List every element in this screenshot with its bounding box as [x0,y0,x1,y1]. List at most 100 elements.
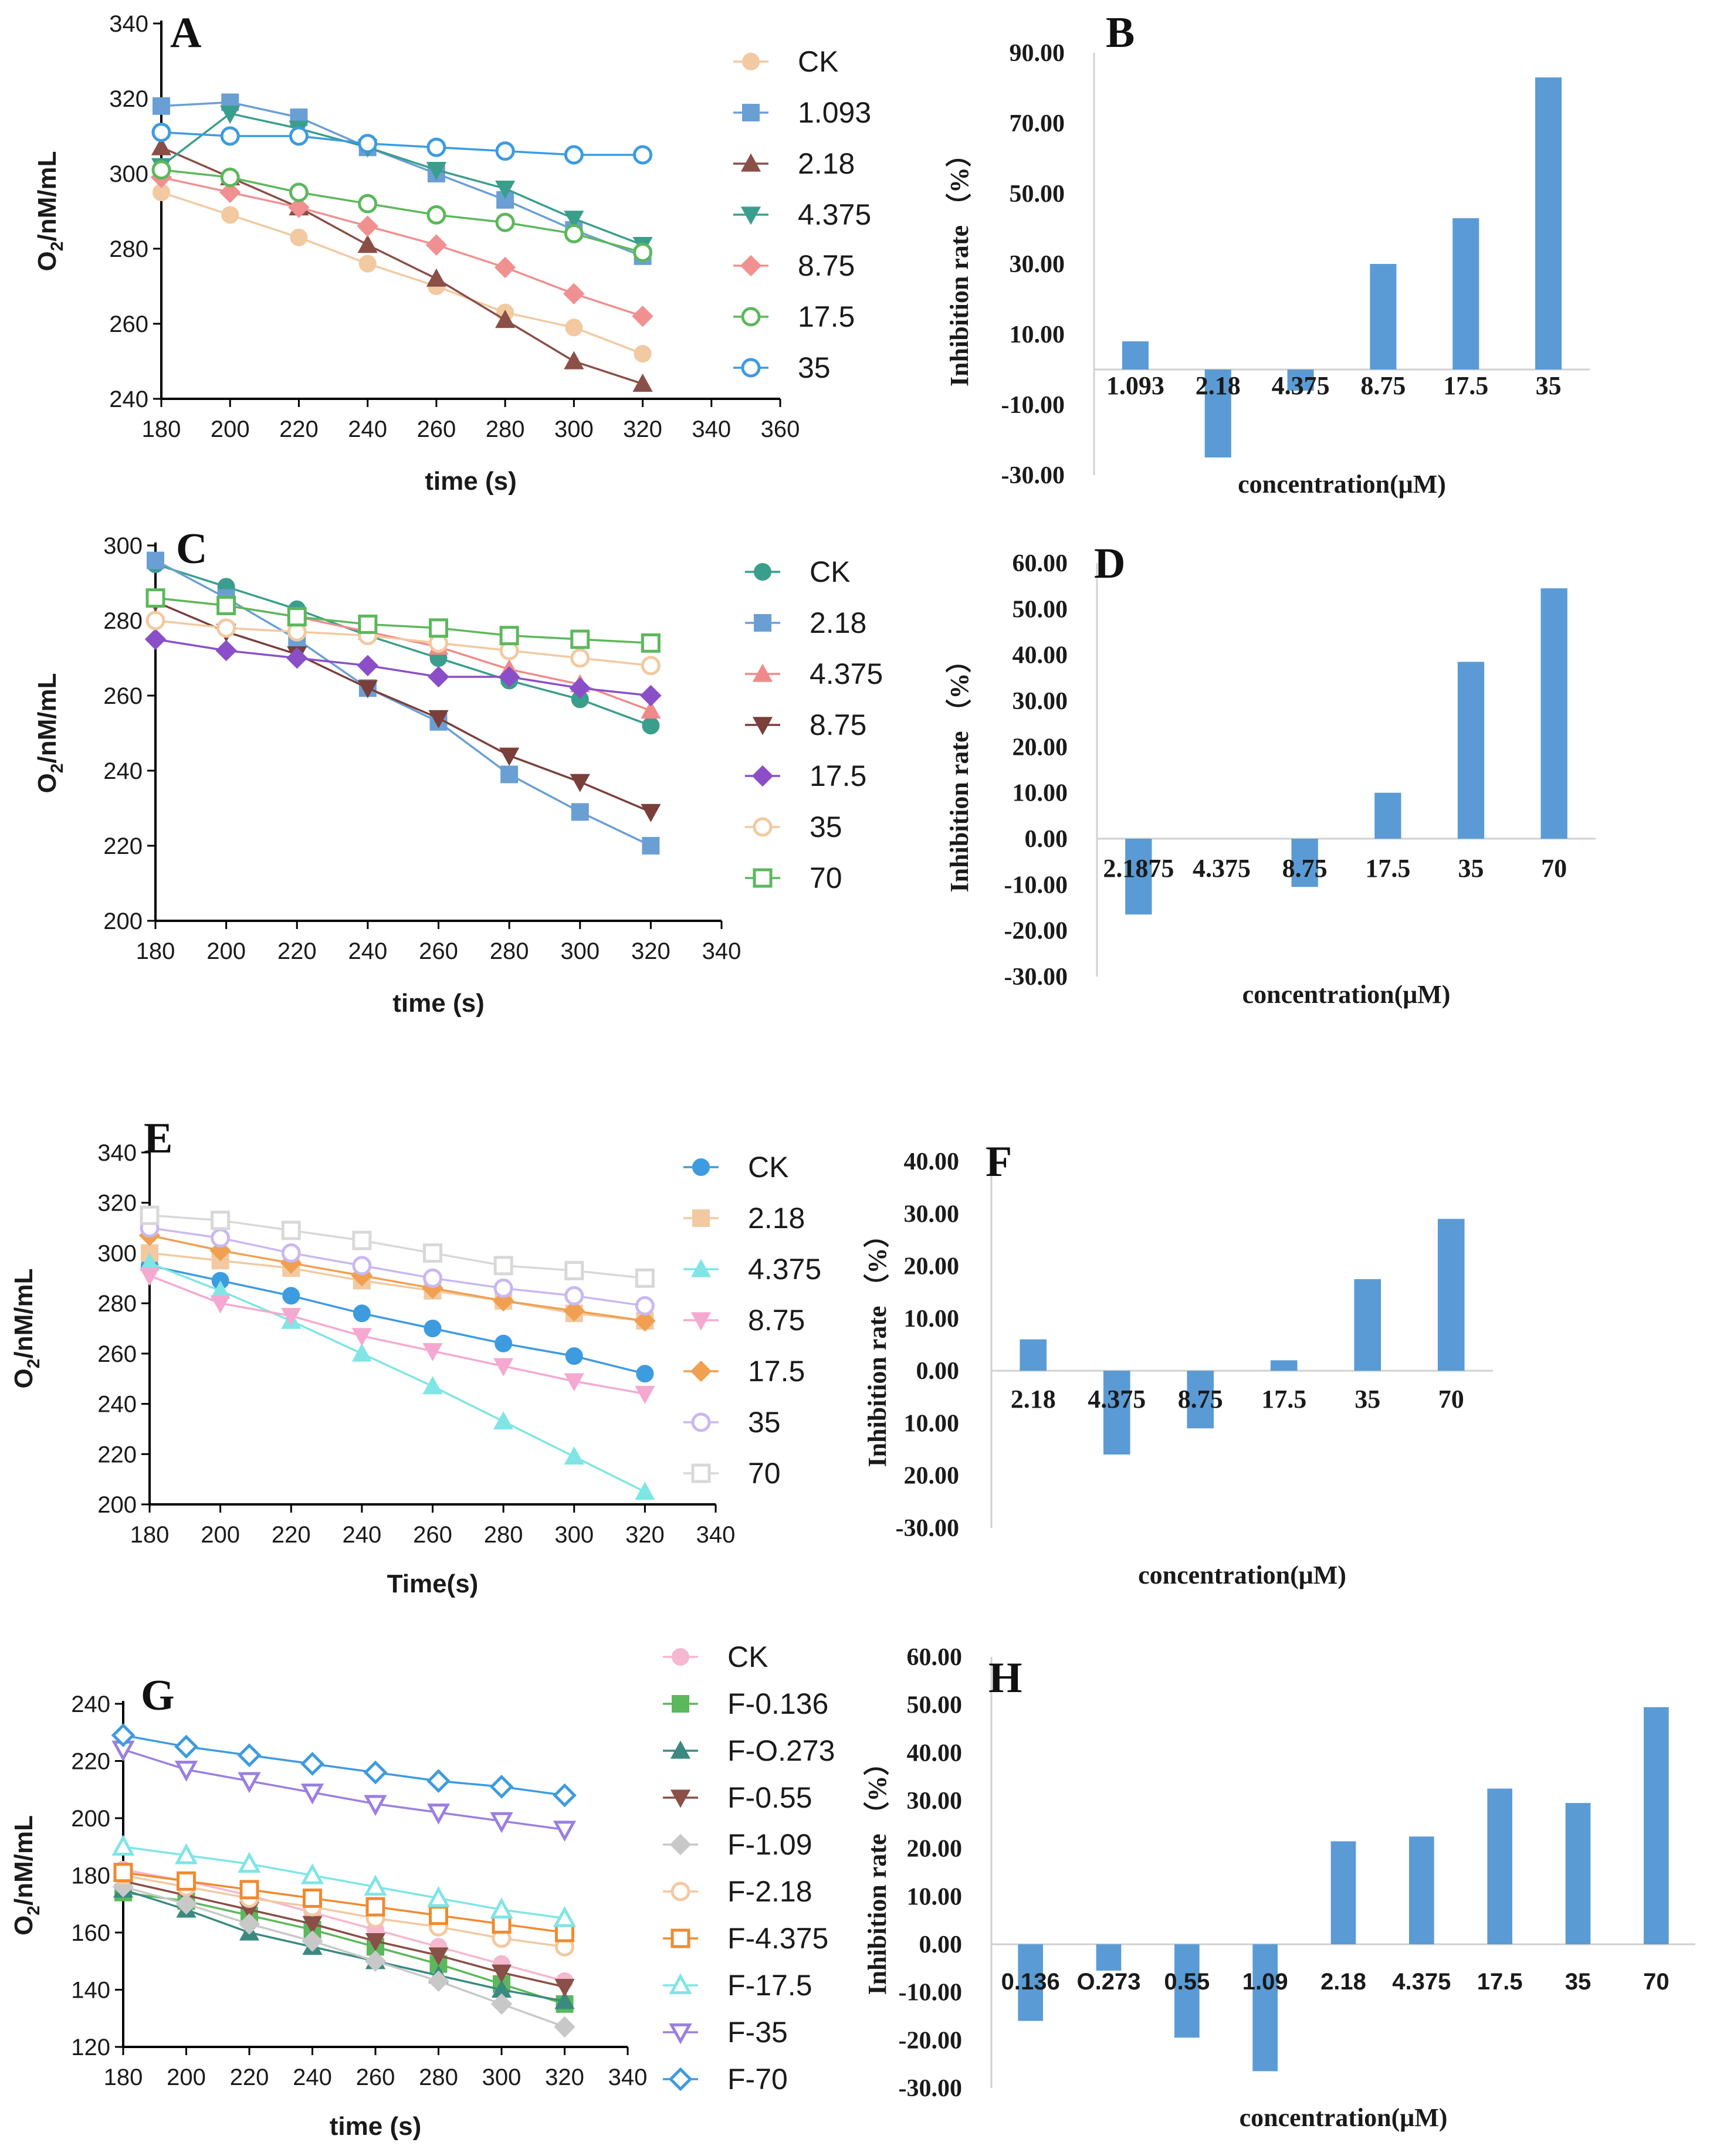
y-tick-label: 280 [97,1291,137,1317]
data-point [357,680,378,699]
series-line [149,1214,645,1280]
y-tick-label: 50.00 [907,1692,963,1719]
legend-label: CK [748,1151,788,1184]
y-tick-label: 20.00 [904,1253,960,1280]
y-axis-label-main: O [33,251,62,271]
bar-2 [1174,1944,1200,2038]
data-point [145,611,165,630]
category-label: O.273 [1077,1969,1141,1995]
series-5: F-2.18 [113,1866,812,1957]
legend-label: F-1.09 [727,1828,812,1861]
x-tick-label: 320 [625,1522,665,1548]
panel-letter: H [988,1654,1022,1702]
legend-label: F-O.273 [727,1734,835,1767]
series-7: F-17.5 [111,1835,812,2002]
category-label: 4.375 [1088,1385,1146,1413]
data-point [564,223,584,243]
bar-0 [1122,341,1149,369]
bar-chart-h: 60.00 50.00 40.00 30.00 20.00 10.00 0.00 -10.00… [863,1644,1695,2132]
data-point [238,1772,261,1794]
data-point [357,215,378,237]
y-axis-label: O2/nM/mL [9,1815,43,1935]
data-point [113,1863,133,1883]
legend-label: 35 [748,1406,781,1439]
series-2: 2.18 [151,137,855,392]
y-tick-label: 260 [97,1341,137,1367]
series-0: CK [141,1151,788,1383]
y-tick-label: 200 [71,1806,110,1832]
series-line [155,638,651,697]
series-3: 4.375 [151,106,871,256]
series-line [155,563,651,727]
y-tick-label: -30.00 [1004,964,1068,991]
bar-0 [1018,1944,1043,2021]
series-1: 2.18 [147,551,866,855]
y-tick-label: 200 [97,1492,137,1518]
data-point [570,629,590,649]
category-label: 4.375 [1392,1969,1451,1995]
x-tick-label: 240 [343,1522,382,1548]
y-tick-label: 30.00 [904,1201,960,1228]
series-line [161,146,644,385]
data-point [365,1897,385,1917]
data-point [352,1256,372,1276]
y-axis-label-main: O [9,1368,38,1388]
x-axis-label: concentration(μM) [1238,470,1446,499]
data-point [490,1897,513,1919]
category-label: 70 [1541,854,1567,883]
x-tick-label: 220 [277,938,317,964]
legend-marker [754,563,771,581]
legend-label: 70 [748,1457,781,1490]
data-point [358,614,378,634]
data-point [428,710,449,728]
data-point [303,1889,322,1908]
data-point [564,1446,584,1465]
series-line [155,560,652,847]
legend-marker [751,765,774,787]
series-line [155,619,651,667]
data-point [216,595,236,615]
legend-marker [753,868,773,888]
y-tick-label: -10.00 [1001,392,1065,419]
data-point [491,1964,512,1983]
data-point [221,206,239,224]
data-point [358,194,378,213]
data-point [428,1970,449,1992]
data-point [358,134,378,154]
data-point [424,1320,442,1337]
bar-6 [1487,1788,1512,1944]
y-tick-label: 30.00 [907,1788,963,1815]
y-tick-label: -30.00 [896,1515,960,1542]
data-point [635,1296,655,1316]
bar-3 [1374,792,1401,839]
data-point [426,137,446,157]
y-axis-label-main: O [9,1916,38,1935]
series-line [123,1891,566,2005]
legend-marker [671,1928,690,1948]
data-point [220,106,241,124]
data-point [289,182,309,202]
legend-marker [691,1412,711,1432]
y-tick-label: 340 [109,11,148,37]
data-point [636,1365,654,1383]
legend-marker [754,614,771,632]
data-point [490,1993,513,2015]
data-point [634,1310,656,1332]
data-point [569,677,591,699]
data-point [490,1812,513,1833]
bar-3 [1370,264,1397,369]
series-line [161,101,644,257]
data-point [220,126,240,146]
y-tick-label: 280 [103,608,143,634]
data-point [564,1373,584,1392]
category-label: 2.18 [1196,371,1241,400]
data-point [363,1760,388,1785]
data-point [499,626,519,646]
x-tick-label: 360 [761,416,800,442]
data-point [563,1300,585,1322]
data-point [351,1343,372,1362]
data-point [565,318,583,337]
y-tick-label: 90.00 [1010,40,1065,67]
category-label: 2.1875 [1103,854,1174,883]
legend-label: 2.18 [748,1202,805,1235]
